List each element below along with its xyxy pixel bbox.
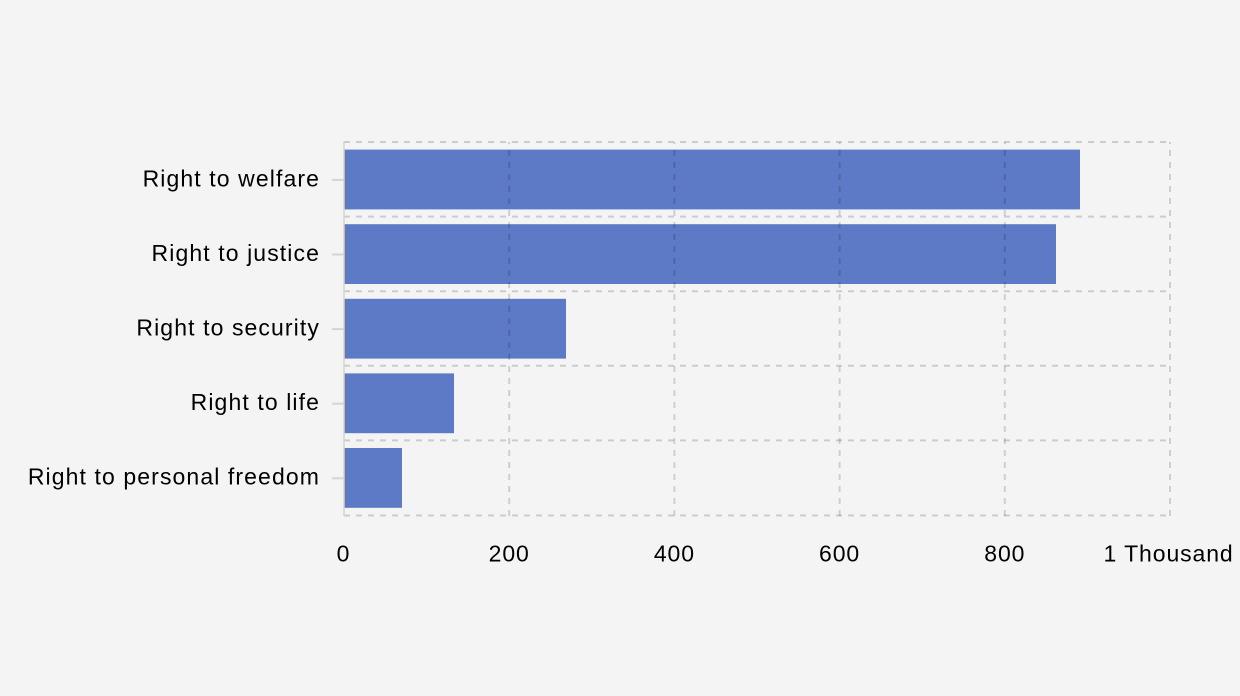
svg-text:0: 0 xyxy=(337,541,351,567)
svg-text:Right to security: Right to security xyxy=(136,315,320,341)
svg-text:Right to welfare: Right to welfare xyxy=(143,165,320,191)
svg-text:200: 200 xyxy=(489,541,530,567)
svg-text:Right to life: Right to life xyxy=(191,389,320,415)
svg-text:1 Thousand: 1 Thousand xyxy=(1104,541,1234,567)
svg-text:600: 600 xyxy=(819,541,860,567)
svg-text:400: 400 xyxy=(654,541,695,567)
svg-text:Right to justice: Right to justice xyxy=(152,240,320,266)
svg-text:800: 800 xyxy=(984,541,1025,567)
svg-text:Right to personal freedom: Right to personal freedom xyxy=(28,464,320,490)
